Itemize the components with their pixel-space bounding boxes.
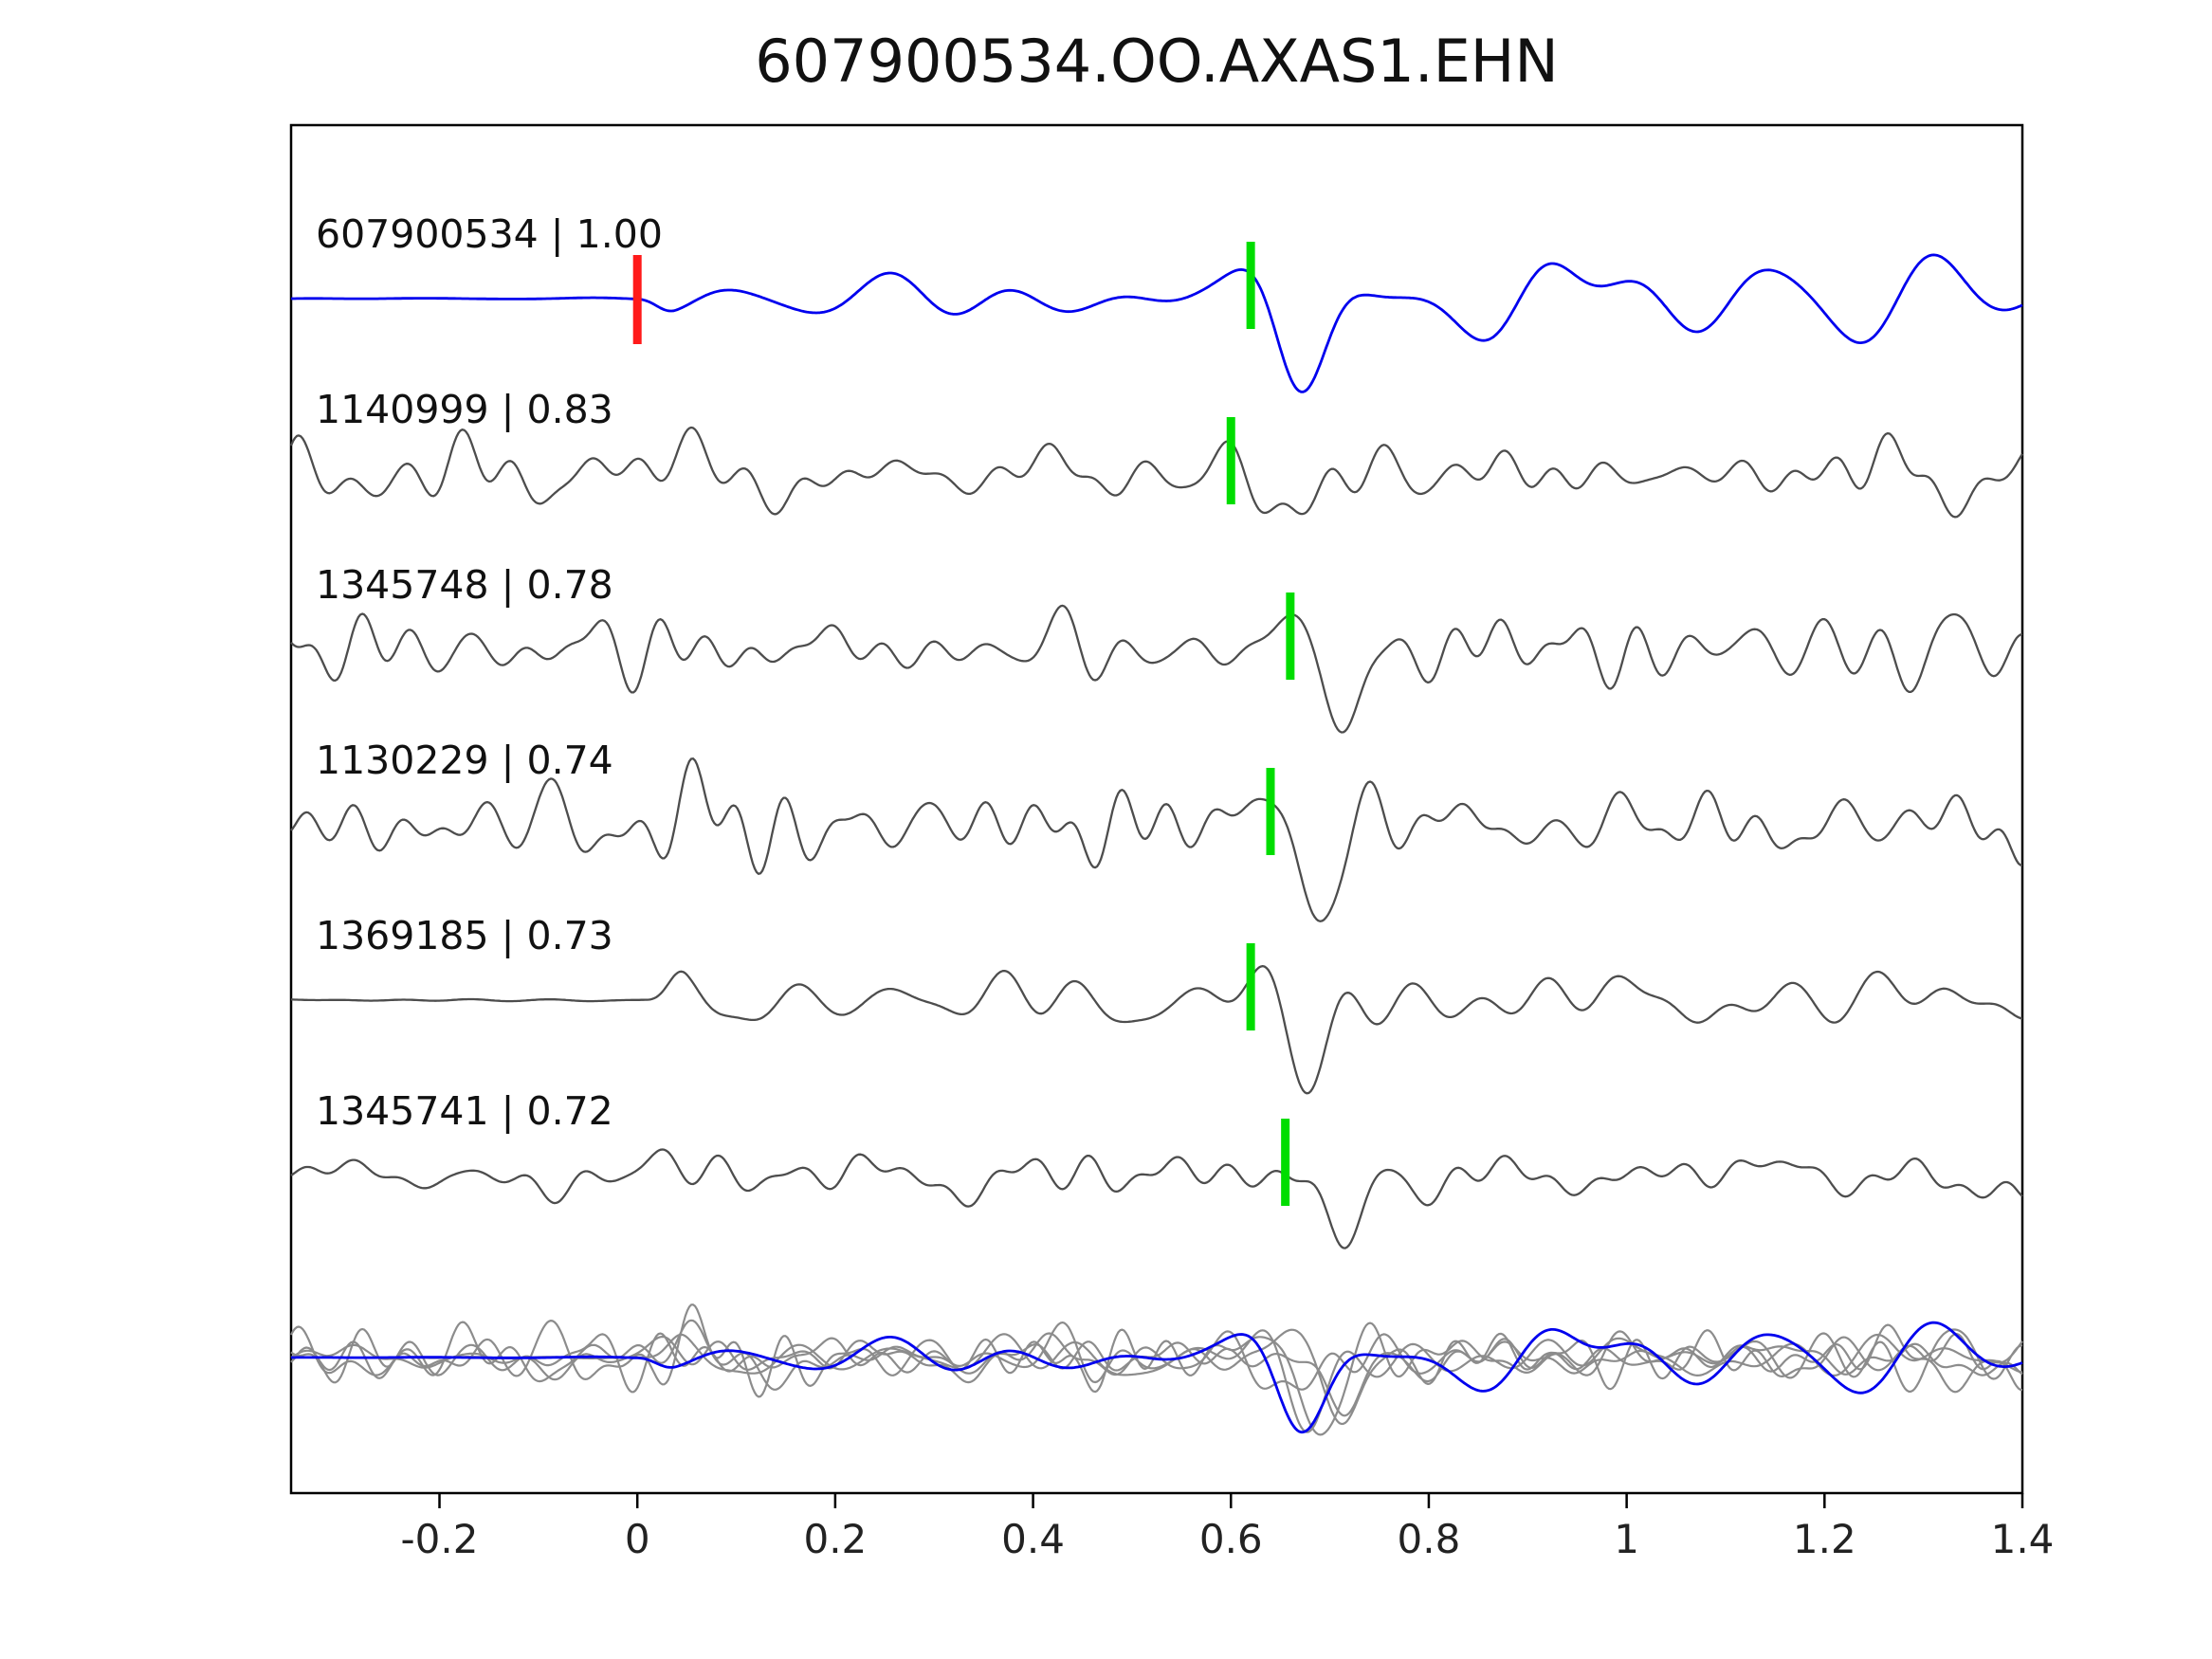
waveform-trace-607900534 (291, 253, 2023, 393)
x-tick-label: 1 (1614, 1516, 1639, 1562)
waveform-trace-1369185 (291, 964, 2023, 1095)
waveform-trace-1345741 (290, 1148, 2023, 1249)
x-tick-label: 0.2 (803, 1516, 868, 1562)
trace-label-1130229: 1130229 | 0.74 (316, 738, 613, 783)
x-tick-label: -0.2 (400, 1516, 479, 1562)
x-tick-label: 1.4 (1990, 1516, 2055, 1562)
axes-box (289, 123, 2024, 1495)
overlay-trace-607900534 (291, 1321, 2023, 1434)
waveform-trace-1140999 (289, 426, 2023, 519)
waveform-trace-1345748 (290, 604, 2023, 734)
x-tick-label: 0.8 (1397, 1516, 1461, 1562)
x-tick-label: 1.2 (1792, 1516, 1856, 1562)
x-tick-label: 0.6 (1198, 1516, 1263, 1562)
trace-label-1345748: 1345748 | 0.78 (316, 562, 613, 608)
chart-title: 607900534.OO.AXAS1.EHN (755, 27, 1559, 96)
waveform-trace-1130229 (290, 757, 2023, 922)
trace-label-607900534: 607900534 | 1.00 (316, 211, 663, 257)
trace-label-1369185: 1369185 | 0.73 (316, 913, 613, 958)
trace-label-1140999: 1140999 | 0.83 (316, 387, 613, 432)
x-tick-label: 0.4 (1001, 1516, 1065, 1562)
trace-label-1345741: 1345741 | 0.72 (316, 1088, 613, 1134)
overlay-trace-1130229 (290, 1304, 2023, 1436)
overlay-trace-1345748 (290, 1321, 2023, 1426)
x-tick-label: 0 (624, 1516, 650, 1562)
